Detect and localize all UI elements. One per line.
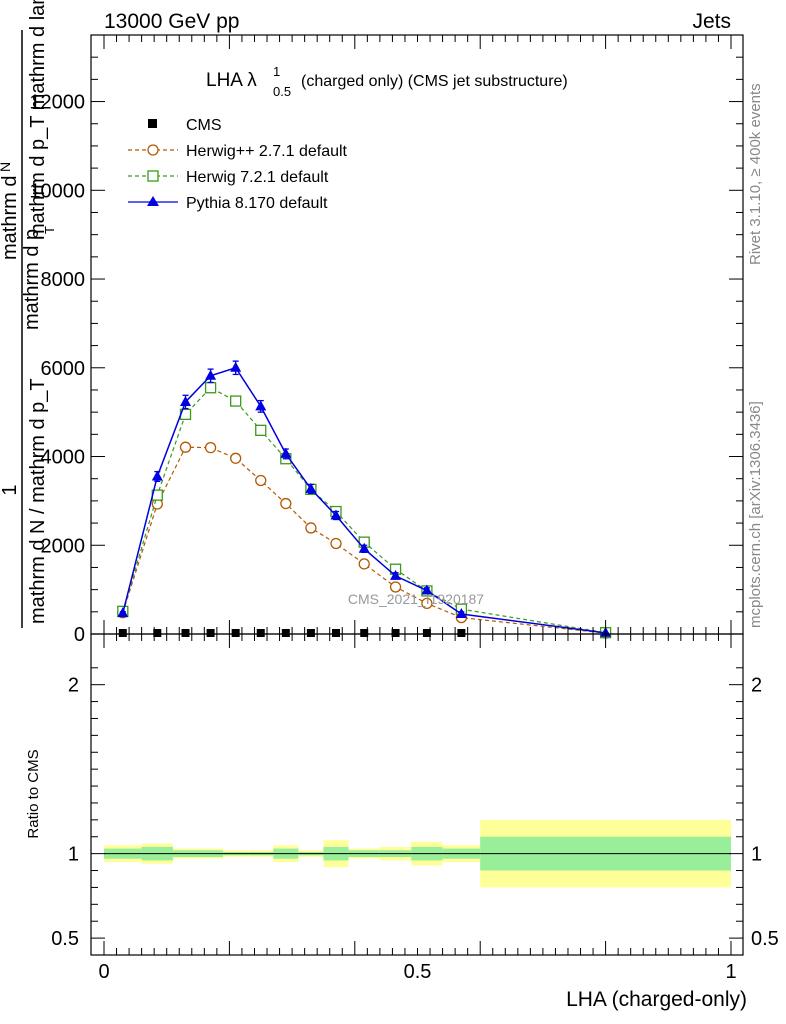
legend-herwigpp-label: Herwig++ 2.7.1 default bbox=[186, 143, 348, 160]
legend-item-cms: CMS bbox=[148, 117, 222, 134]
series-line-pythia bbox=[122, 366, 606, 634]
rivet-label: Rivet 3.1.10, ≥ 400k events bbox=[747, 83, 764, 265]
title-sub: 0.5 bbox=[273, 84, 291, 99]
pythia-point bbox=[151, 470, 163, 481]
cms-data-point bbox=[360, 629, 369, 637]
herwig7-point bbox=[230, 395, 242, 407]
main-ytick-label: 12000 bbox=[29, 92, 85, 114]
svg-text:LHA λ: LHA λ bbox=[206, 70, 257, 91]
legend-pythia-marker bbox=[147, 196, 159, 206]
ratio-ytick-label-left: 0.5 bbox=[51, 928, 79, 950]
plot-title: LHA λ 1 0.5 (charged only) (CMS jet subs… bbox=[206, 64, 568, 99]
cms-data-point bbox=[206, 629, 215, 637]
cms-data-point bbox=[181, 629, 190, 637]
main-panel: 0 2000 4000 6000 8000 10000 12000 bbox=[29, 34, 744, 646]
ratio-xtick-label: 0 bbox=[98, 961, 109, 983]
ylabel-garbled-dp: mathrm d p bbox=[21, 229, 43, 330]
y-axis-label: 1 mathrm d N / mathrm d p_T mathrm d N m… bbox=[0, 0, 57, 628]
cms-data-point bbox=[256, 629, 265, 637]
ratio-xtick-label: 1 bbox=[725, 961, 736, 983]
ylabel-denominator: mathrm d N / mathrm d p_T bbox=[27, 378, 49, 624]
main-ytick-label: 4000 bbox=[41, 447, 86, 469]
herwigpp-point bbox=[230, 452, 242, 464]
x-axis-label: LHA (charged-only) bbox=[566, 988, 747, 1011]
pythia-point bbox=[230, 361, 242, 372]
pythia-point bbox=[330, 509, 342, 520]
mcplots-label: mcplots.cern.ch [arXiv:1306.3436] bbox=[747, 401, 764, 628]
herwigpp-point bbox=[204, 441, 217, 454]
ylabel-garbled-sub: T bbox=[42, 226, 57, 234]
pythia-point bbox=[305, 482, 317, 493]
ylabel-garbled-lambda: mathrm d p_T mathrm d lambda bbox=[27, 0, 49, 240]
pythia-point bbox=[421, 584, 433, 595]
herwigpp-point bbox=[330, 537, 342, 550]
pythia-point bbox=[390, 569, 402, 580]
pythia-point bbox=[358, 542, 370, 553]
ratio-ytick-label-right: 2 bbox=[751, 675, 762, 697]
ratio-ytick-label-right: 0.5 bbox=[751, 928, 779, 950]
series-line-herwigpp bbox=[122, 446, 606, 634]
analysis-watermark: CMS_2021_I1920187 bbox=[348, 591, 484, 607]
title-main: LHA λ bbox=[206, 70, 257, 91]
legend-item-pythia: Pythia 8.170 default bbox=[128, 195, 328, 212]
herwigpp-point bbox=[358, 558, 370, 570]
ratio-panel: 0.5 0.5 1 1 2 2 0 0.5 1 bbox=[51, 633, 779, 983]
legend-herwig7-label: Herwig 7.2.1 default bbox=[186, 169, 329, 186]
herwigpp-point bbox=[421, 597, 433, 610]
cms-data-point bbox=[422, 629, 431, 637]
ylabel-garbled-d: mathrm d bbox=[0, 176, 21, 260]
herwigpp-point bbox=[280, 497, 292, 510]
cms-data-point bbox=[231, 629, 240, 637]
ratio-ytick-label-right: 1 bbox=[751, 844, 762, 866]
main-ytick-label: 10000 bbox=[29, 180, 85, 202]
main-ytick-label: 8000 bbox=[41, 269, 86, 291]
ratio-ytick-label-left: 2 bbox=[68, 675, 79, 697]
legend-herwigpp-marker bbox=[147, 144, 159, 156]
header-jets: Jets bbox=[692, 10, 731, 33]
legend-cms-label: CMS bbox=[186, 117, 222, 134]
cms-data-point bbox=[331, 629, 340, 637]
legend-item-herwig7: Herwig 7.2.1 default bbox=[128, 169, 329, 186]
legend-herwig7-marker bbox=[147, 170, 159, 182]
legend: CMS Herwig++ 2.7.1 default Herwig 7.2.1 … bbox=[128, 117, 348, 212]
herwigpp-point bbox=[179, 441, 192, 453]
main-ytick-label: 6000 bbox=[41, 358, 86, 380]
cms-data-point bbox=[118, 629, 127, 637]
legend-cms-marker bbox=[148, 119, 157, 128]
ylabel-numerator: 1 bbox=[0, 484, 21, 495]
cms-data-point bbox=[153, 629, 162, 637]
pythia-point bbox=[255, 400, 267, 411]
herwig7-point bbox=[204, 382, 217, 394]
pythia-point bbox=[117, 607, 129, 618]
pythia-point bbox=[455, 608, 467, 619]
cms-data-point bbox=[281, 629, 290, 637]
herwig7-point bbox=[255, 424, 267, 436]
cms-data-point bbox=[306, 629, 315, 637]
main-ytick-label: 2000 bbox=[41, 535, 86, 557]
herwigpp-point bbox=[305, 522, 317, 534]
ratio-y-axis-label: Ratio to CMS bbox=[25, 749, 42, 838]
cms-data-point bbox=[391, 629, 400, 637]
ratio-xtick-label: 0.5 bbox=[404, 961, 432, 983]
title-rest: (charged only) (CMS jet substructure) bbox=[301, 73, 568, 90]
header-energy: 13000 GeV pp bbox=[104, 10, 239, 33]
legend-item-herwigpp: Herwig++ 2.7.1 default bbox=[128, 143, 348, 160]
pythia-point bbox=[280, 447, 292, 458]
main-ytick-label: 0 bbox=[74, 624, 85, 646]
ylabel-garbled-n: N bbox=[0, 162, 13, 172]
title-sup: 1 bbox=[273, 64, 280, 79]
herwigpp-point bbox=[389, 581, 402, 593]
legend-pythia-label: Pythia 8.170 default bbox=[186, 195, 328, 212]
ratio-ytick-label-left: 1 bbox=[68, 844, 79, 866]
cms-data-point bbox=[457, 629, 466, 637]
herwigpp-point bbox=[255, 474, 267, 487]
ratio-panel-frame bbox=[90, 633, 744, 956]
pythia-point bbox=[205, 369, 217, 380]
pythia-point bbox=[180, 395, 192, 406]
